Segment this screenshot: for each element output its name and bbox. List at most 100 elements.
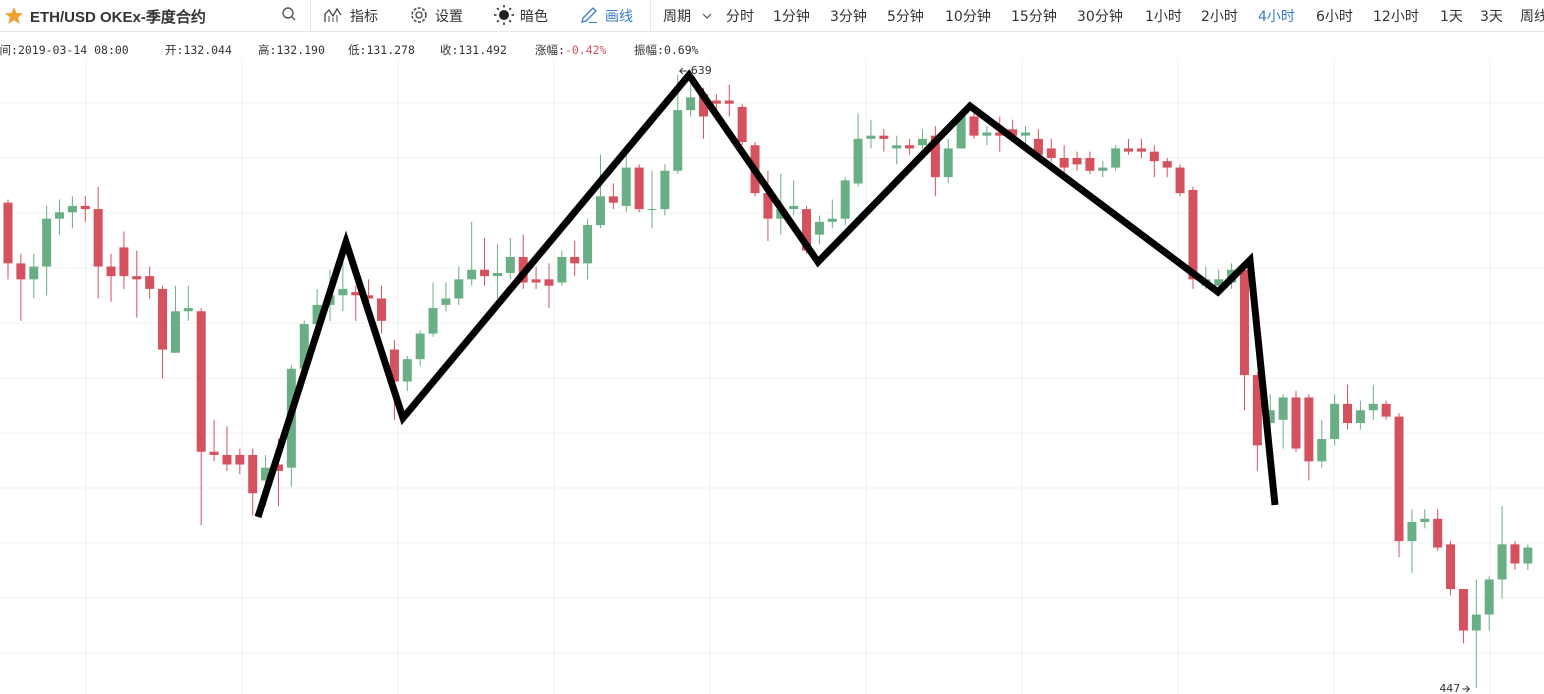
candle-body [583,225,593,264]
tool[interactable]: 指标 [350,9,378,25]
indicator-icon[interactable] [324,6,344,24]
candle-body [956,116,966,149]
candle-body [1510,544,1520,564]
candle-body [1162,161,1172,168]
marker-arrow [679,67,684,75]
candle-body [866,135,876,139]
divider [650,0,651,31]
info-item: 开:132.044 [165,42,232,58]
candle-body [1136,148,1146,152]
period[interactable]: 6小时 [1316,9,1353,25]
candle-body [634,167,644,210]
info-item: 低:131.278 [348,42,415,58]
candle-body [377,298,387,321]
period[interactable]: 分时 [726,9,754,25]
info-label: 低: [348,43,367,57]
candle-body [389,349,399,382]
candle-body [55,212,65,219]
candle-body [969,116,979,136]
candle-body [158,288,168,350]
drawn-zigzag [254,69,1279,519]
period[interactable]: 3分钟 [830,9,867,25]
tool[interactable]: 暗色 [520,9,548,25]
candle-body [686,97,696,111]
candle-body [1368,403,1378,411]
candle-body [415,333,425,360]
candle-body [1175,167,1185,194]
candle-body [351,292,361,296]
candle-body [1008,129,1018,136]
candle-body [1149,151,1159,162]
search-icon[interactable] [281,6,297,22]
period[interactable]: 2小时 [1201,9,1238,25]
candle-body [1214,279,1224,286]
candle-body [1239,269,1249,376]
candle-body [1355,410,1365,424]
candle-body [531,279,541,283]
candle-body [1394,416,1404,542]
candle-body [763,193,773,219]
candle-body [982,132,992,136]
candle-body [248,454,258,494]
draw-icon[interactable] [580,6,598,24]
candle-body [1330,403,1340,439]
candle-body [1497,544,1507,580]
period[interactable]: 5分钟 [887,9,924,25]
candle-body [132,276,142,280]
candle-body [106,266,116,277]
candle-body [170,311,180,353]
period[interactable]: 30分钟 [1077,9,1123,25]
candle-body [119,247,129,277]
candle-body [879,135,889,139]
tool[interactable]: 画线 [605,9,633,25]
candle-body [699,94,709,117]
candle-body [737,106,747,143]
symbol[interactable]: ETH/USD OKEx-季度合约 [30,9,206,26]
candle-body [1278,397,1288,420]
candle-body [1124,148,1134,152]
period-label[interactable]: 周期 [663,9,691,25]
tool[interactable]: 设置 [435,9,463,25]
grid [0,60,1544,694]
candle-body [1471,614,1481,631]
theme-icon[interactable] [493,4,515,26]
candle-body [1420,518,1430,522]
settings-icon[interactable] [409,5,429,25]
candle-body [1317,438,1327,462]
candle-body [1098,167,1108,171]
candle-body [827,218,837,222]
info-value: 0.69% [663,43,699,57]
candle-body [1033,138,1043,155]
period[interactable]: 15分钟 [1011,9,1057,25]
info-label: 涨幅: [535,43,565,57]
info-value: 132.190 [276,43,325,57]
candle-body [338,288,348,296]
period[interactable]: 4小时 [1258,9,1295,25]
candle-body [621,167,631,206]
candle-body [995,132,1005,136]
candle-body [711,100,721,104]
candle-body [441,298,451,305]
candle-body [93,209,103,267]
info-label: 开: [165,43,184,57]
marker-arrow [1465,685,1471,693]
candle-body [544,279,554,286]
star-icon[interactable] [5,6,25,26]
candles [3,75,1533,688]
dropdown-icon[interactable] [702,12,712,20]
period[interactable]: 1小时 [1145,9,1182,25]
candle-body [42,218,52,267]
period[interactable]: 12小时 [1373,9,1419,25]
candle-body [261,467,271,481]
period[interactable]: 1天 [1440,9,1463,25]
period[interactable]: 3天 [1480,9,1503,25]
candle-body [428,308,438,334]
candle-body [1059,158,1069,168]
candle-body [222,454,232,465]
period[interactable]: 1分钟 [773,9,810,25]
candle-body [1523,547,1533,564]
candle-body [1111,148,1121,168]
period[interactable]: 10分钟 [945,9,991,25]
candle-body [853,138,863,184]
period[interactable]: 周线 [1520,9,1544,25]
